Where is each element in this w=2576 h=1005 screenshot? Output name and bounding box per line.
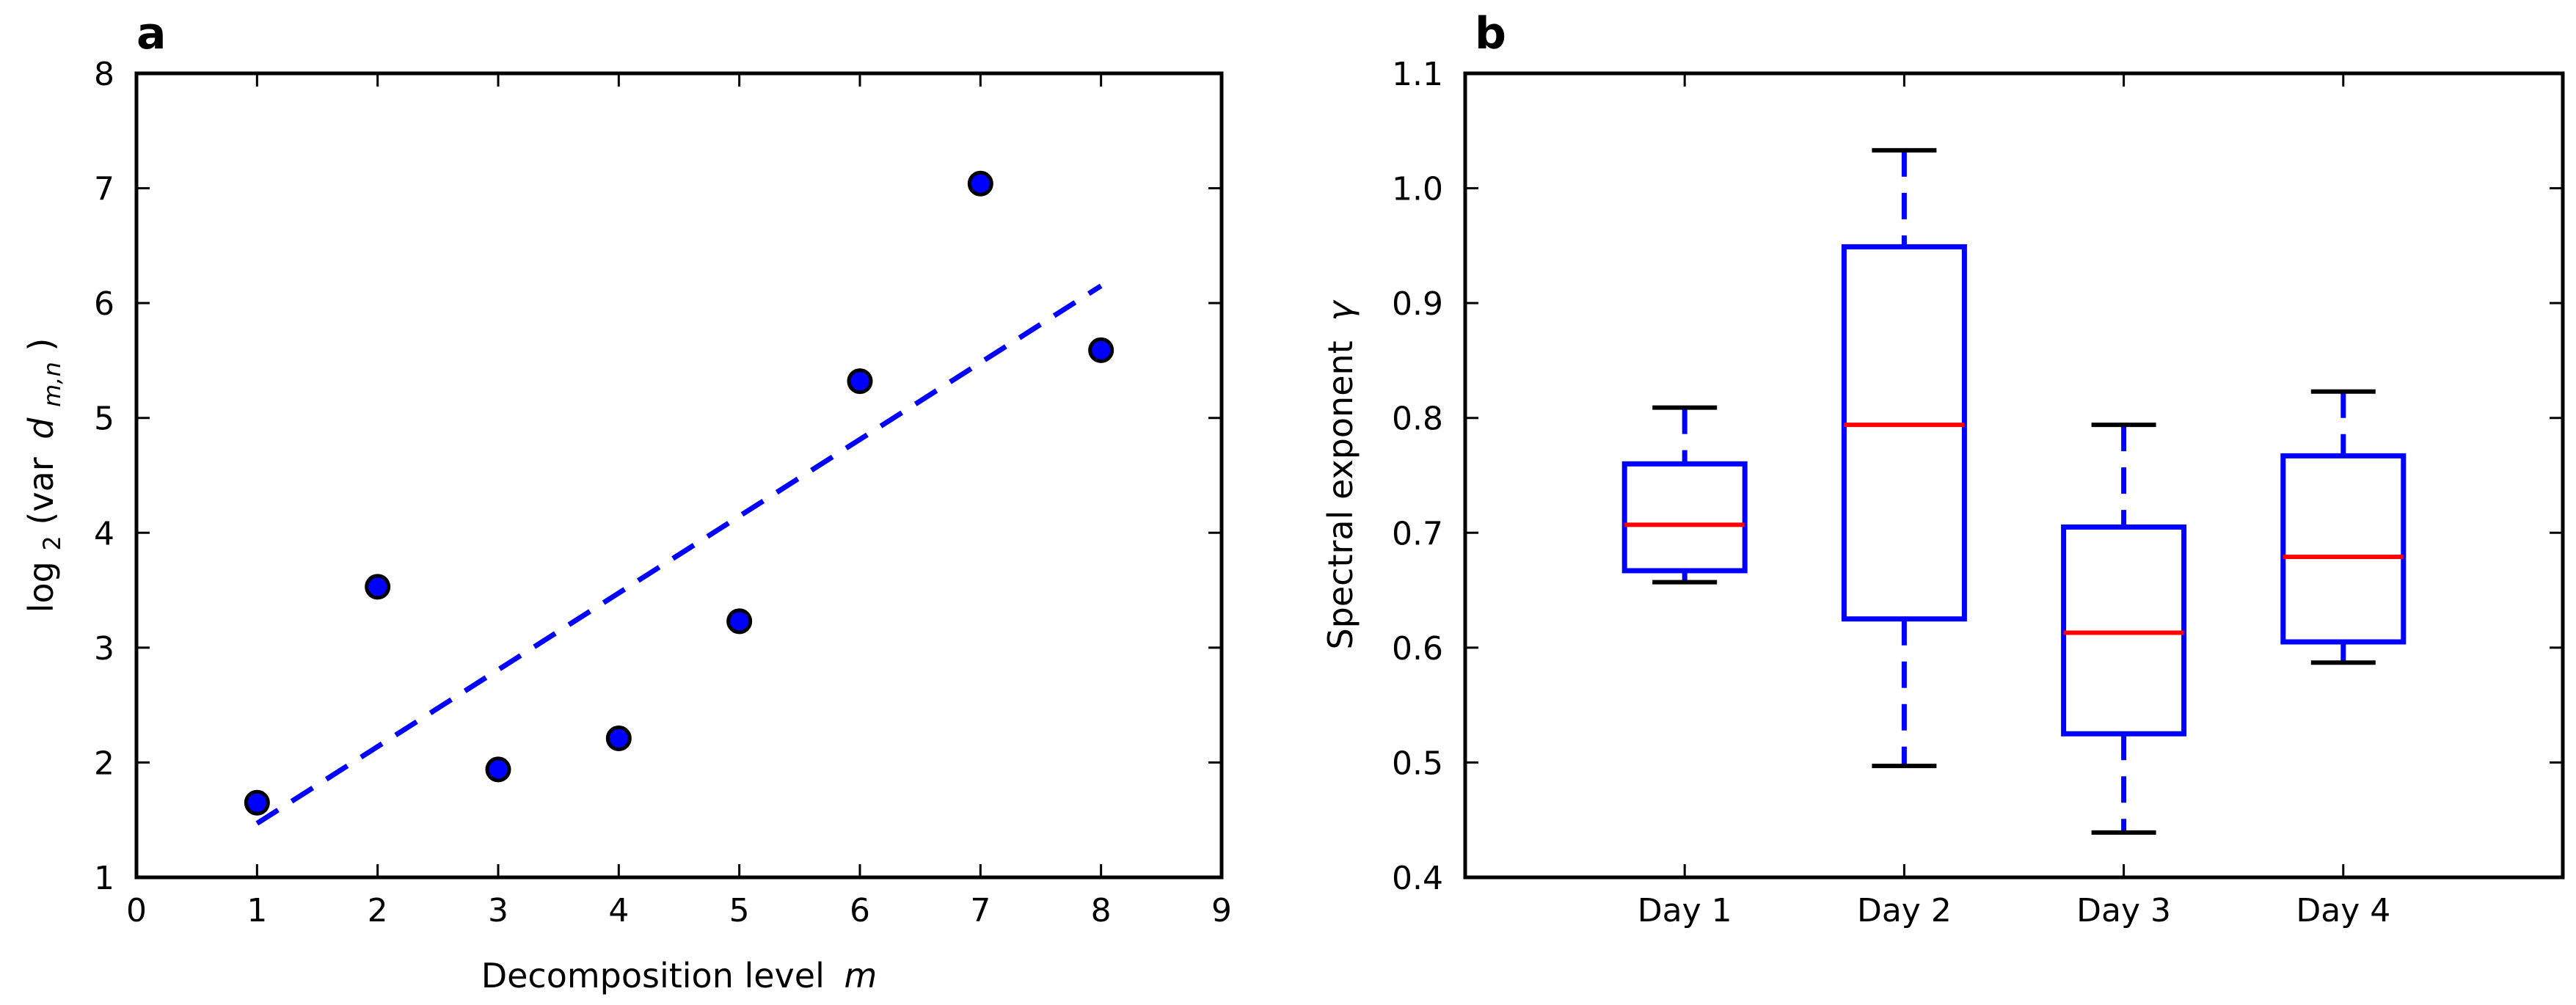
panel-b-plot-frame <box>1463 71 2565 880</box>
panel-a-x-tick-label: 2 <box>368 892 388 929</box>
panel-b-category-label: Day 2 <box>1857 892 1952 929</box>
panel-a-y-tick-label: 6 <box>94 285 114 323</box>
data-point <box>605 726 632 752</box>
panel-a-y-axis-label-d-sub: m,n <box>38 362 66 407</box>
panel-a-y-tick-label: 2 <box>94 745 114 782</box>
iqr-box <box>1841 244 1967 622</box>
data-point <box>244 789 270 816</box>
panel-a-x-axis-label: Decomposition level m <box>481 956 877 995</box>
panel-a-label: a <box>136 8 167 59</box>
panel-b-y-tick-label: 0.6 <box>1392 630 1443 668</box>
panel-b-y-tick-label: 0.8 <box>1392 401 1443 438</box>
panel-b-y-tick-label: 0.9 <box>1392 285 1443 323</box>
panel-a-y-axis-label-log: log <box>21 561 61 613</box>
panel-b-y-tick-label: 1.0 <box>1392 171 1443 208</box>
panel-a-x-tick-label: 6 <box>850 892 870 929</box>
panel-a-x-tick-label: 3 <box>488 892 508 929</box>
panel-b-category-label: Day 4 <box>2296 892 2390 929</box>
panel-a-y-axis-label-var-open: (var <box>21 457 61 525</box>
panel-b-label: b <box>1475 8 1506 59</box>
panel-a-marks <box>244 170 1114 826</box>
panel-a-y-tick-label: 3 <box>94 630 114 668</box>
panel-a-y-axis-label-close: ) <box>21 338 61 351</box>
panel-a-x-tick-label: 0 <box>126 892 147 929</box>
panel-a-y-axis-label-d: d <box>21 417 61 439</box>
panel-b-y-axis-label-var: γ <box>1321 299 1360 321</box>
box-3 <box>2061 423 2187 835</box>
data-point <box>365 574 391 600</box>
panel-a-plot-frame <box>134 71 1224 880</box>
panel-a-x-tick-label: 4 <box>608 892 629 929</box>
panel-a-y-axis-label: log 2 (var d m,n ) <box>21 338 68 613</box>
iqr-box <box>1621 461 1748 574</box>
panel-a-x-tick-label: 1 <box>247 892 267 929</box>
panel-b-y-tick-label: 0.5 <box>1392 745 1443 782</box>
panel-b-boxplot-chart: b 0.4 0.5 0.6 0.7 0.8 0.9 1.0 1.1 Day 1 Day 2 Day … <box>1321 8 2565 929</box>
box-2 <box>1841 147 1967 769</box>
box-4 <box>2280 389 2407 665</box>
panel-a-y-axis-label-sub: 2 <box>38 536 66 550</box>
panel-b-marks <box>1621 147 2407 835</box>
box-1 <box>1621 405 1748 585</box>
panel-b-category-label: Day 3 <box>2076 892 2171 929</box>
panel-b-y-axis-label-text: Spectral exponent <box>1321 340 1360 649</box>
panel-a-y-tick-label: 1 <box>94 860 114 897</box>
panel-b-y-axis-label: Spectral exponent γ <box>1321 299 1360 650</box>
panel-b-ticks: 0.4 0.5 0.6 0.7 0.8 0.9 1.0 1.1 Day 1 Day 2 Day 3 D… <box>1392 56 2563 929</box>
data-point <box>485 756 511 783</box>
data-point <box>726 608 753 635</box>
panel-a-y-tick-label: 4 <box>94 515 114 552</box>
data-point <box>967 170 993 197</box>
panel-a-x-tick-label: 7 <box>970 892 990 929</box>
panel-a-x-tick-label: 9 <box>1211 892 1232 929</box>
panel-a-y-tick-label: 5 <box>94 401 114 438</box>
panel-b-y-tick-label: 0.7 <box>1392 515 1443 552</box>
panel-b-y-tick-label: 1.1 <box>1392 56 1443 93</box>
panel-a-y-tick-label: 7 <box>94 171 114 208</box>
panel-a-x-tick-label: 8 <box>1091 892 1112 929</box>
iqr-box <box>2061 524 2187 737</box>
panel-a-x-axis-label-text: Decomposition level <box>481 956 825 995</box>
panel-b-y-tick-label: 0.4 <box>1392 860 1443 897</box>
panel-a-x-tick-label: 5 <box>729 892 750 929</box>
data-point <box>847 368 873 395</box>
data-point <box>1088 337 1114 363</box>
panel-a-x-axis-label-var: m <box>844 956 877 995</box>
iqr-box <box>2280 453 2407 645</box>
fit-line <box>255 283 1103 826</box>
panel-a-y-tick-label: 8 <box>94 56 114 93</box>
panel-b-category-label: Day 1 <box>1638 892 1732 929</box>
